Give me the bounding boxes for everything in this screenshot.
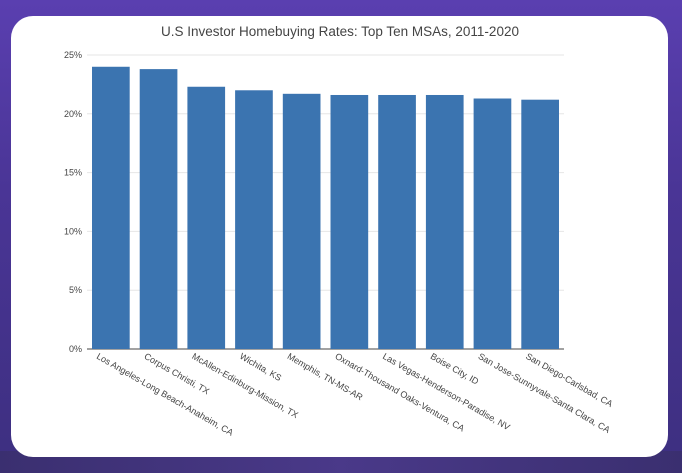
chart-title: U.S Investor Homebuying Rates: Top Ten M… [161, 24, 519, 39]
y-tick-label: 15% [64, 168, 82, 178]
chart-card: U.S Investor Homebuying Rates: Top Ten M… [11, 16, 668, 457]
y-axis: 0% 5% 10% 15% 20% 25% [64, 50, 82, 354]
bar[interactable] [235, 90, 273, 349]
bar[interactable] [282, 93, 321, 349]
bar[interactable] [139, 69, 178, 349]
y-tick-label: 0% [69, 344, 82, 354]
bar[interactable] [92, 66, 130, 349]
y-tick-label: 25% [64, 50, 82, 60]
x-tick-label: San Diego-Carlsbad, CA [524, 351, 614, 409]
bar[interactable] [378, 94, 416, 349]
bar[interactable] [521, 99, 559, 349]
y-tick-label: 5% [69, 285, 82, 295]
x-tick-label: Wichita, KS [238, 351, 283, 383]
bar-chart: U.S Investor Homebuying Rates: Top Ten M… [64, 24, 615, 438]
bars [92, 66, 559, 350]
bar[interactable] [473, 98, 512, 350]
bar[interactable] [330, 94, 369, 349]
y-tick-label: 20% [64, 109, 82, 119]
bar[interactable] [187, 86, 226, 349]
y-tick-label: 10% [64, 226, 82, 236]
bar[interactable] [425, 94, 464, 349]
x-axis: Los Angeles-Long Beach-Anaheim, CACorpus… [95, 351, 615, 438]
